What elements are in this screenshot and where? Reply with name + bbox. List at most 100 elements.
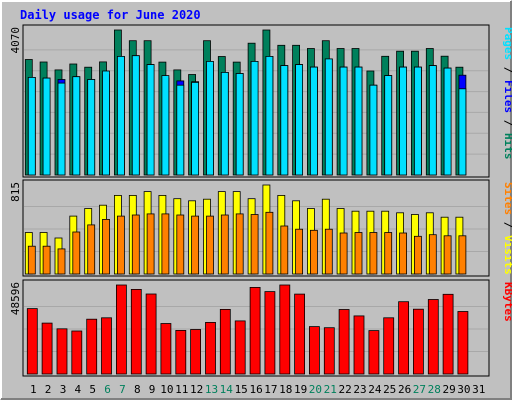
y-max-label: 4070 <box>9 27 22 54</box>
bar-kbytes-day-4 <box>71 330 83 375</box>
bar-sites-day-15 <box>235 213 244 275</box>
side-legend-label: Pages / Files / Hits <box>502 27 512 160</box>
day-label-30: 30 <box>457 383 470 396</box>
bar-kbytes-day-3 <box>56 328 68 375</box>
bar-pages-day-1 <box>27 77 36 176</box>
day-label-18: 18 <box>279 383 292 396</box>
day-label-26: 26 <box>398 383 411 396</box>
side-legend-label: KBytes <box>502 282 512 322</box>
bar-pages-day-23 <box>354 66 363 176</box>
bar-pages-day-26 <box>399 66 408 176</box>
bar-kbytes-day-10 <box>160 323 172 375</box>
day-label-27: 27 <box>413 383 426 396</box>
day-label-10: 10 <box>160 383 173 396</box>
bar-kbytes-day-1 <box>26 308 38 375</box>
bar-kbytes-day-7 <box>116 284 127 375</box>
panel-kbytes: 48596 KBytes <box>9 279 512 377</box>
day-label-4: 4 <box>74 383 81 396</box>
bar-sites-day-2 <box>42 245 51 275</box>
bar-pages-day-2 <box>42 77 51 176</box>
day-label-19: 19 <box>294 383 307 396</box>
bar-pages-day-30 <box>458 88 467 176</box>
bar-sites-day-17 <box>265 211 274 275</box>
day-label-2: 2 <box>45 383 52 396</box>
bar-sites-day-4 <box>72 231 81 275</box>
day-label-13: 13 <box>205 383 218 396</box>
day-label-31: 31 <box>472 383 485 396</box>
bar-kbytes-day-28 <box>427 299 439 375</box>
bar-sites-day-21 <box>324 228 333 275</box>
bar-kbytes-day-18 <box>279 284 291 375</box>
bar-pages-day-15 <box>235 73 244 176</box>
bar-kbytes-day-2 <box>41 322 53 375</box>
day-label-16: 16 <box>249 383 262 396</box>
day-label-15: 15 <box>235 383 248 396</box>
bar-sites-day-14 <box>220 214 229 275</box>
bar-sites-day-29 <box>443 235 452 275</box>
bar-sites-day-22 <box>339 232 348 275</box>
day-label-5: 5 <box>89 383 96 396</box>
day-label-22: 22 <box>338 383 351 396</box>
bar-kbytes-day-15 <box>234 320 246 375</box>
bar-kbytes-day-25 <box>383 317 395 375</box>
bar-pages-day-4 <box>72 76 81 176</box>
day-label-9: 9 <box>149 383 156 396</box>
bar-pages-day-17 <box>265 56 274 176</box>
bar-sites-day-23 <box>354 232 363 275</box>
day-label-8: 8 <box>134 383 141 396</box>
bar-pages-day-3 <box>57 82 66 176</box>
bar-kbytes-day-5 <box>86 318 98 375</box>
bar-pages-day-6 <box>102 70 110 176</box>
bar-pages-day-28 <box>428 65 437 176</box>
bar-kbytes-day-8 <box>130 288 142 375</box>
bar-kbytes-day-29 <box>442 293 454 375</box>
bar-pages-day-14 <box>220 72 229 176</box>
day-label-11: 11 <box>175 383 188 396</box>
bar-pages-day-27 <box>413 66 422 176</box>
bar-kbytes-day-6 <box>101 317 112 375</box>
bar-kbytes-day-24 <box>368 330 380 375</box>
chart-panels: 4070 Pages / Files / Hits 815 Sites / Visit… <box>9 24 512 377</box>
bar-pages-day-13 <box>206 61 214 176</box>
bar-pages-day-8 <box>131 55 140 176</box>
bar-pages-day-21 <box>324 58 333 176</box>
bar-sites-day-11 <box>176 214 185 275</box>
bar-kbytes-day-14 <box>219 308 231 375</box>
bar-sites-day-5 <box>87 224 96 275</box>
bar-sites-day-13 <box>206 215 214 275</box>
bar-pages-day-24 <box>369 84 378 176</box>
bar-sites-day-16 <box>250 214 259 275</box>
bar-pages-day-5 <box>87 79 96 176</box>
bar-sites-day-25 <box>384 232 393 275</box>
bar-pages-day-19 <box>295 64 304 176</box>
bar-sites-day-10 <box>161 213 170 275</box>
bar-kbytes-day-22 <box>338 309 350 375</box>
day-label-23: 23 <box>353 383 366 396</box>
bar-kbytes-day-23 <box>353 315 365 375</box>
bar-pages-day-7 <box>117 56 125 176</box>
x-axis-day-labels: 1 2 3 4 5 6 7 8 9 10 11 12 13 14 15 16 17 18 19 20 21 22 23 24 2… <box>30 383 485 396</box>
day-label-1: 1 <box>30 383 37 396</box>
bar-sites-day-27 <box>413 235 422 275</box>
bar-sites-day-9 <box>146 213 155 275</box>
bar-kbytes-day-17 <box>264 291 276 375</box>
bar-kbytes-day-11 <box>175 329 187 375</box>
bar-sites-day-12 <box>191 215 200 275</box>
panel-hits-files-pages: 4070 Pages / Files / Hits <box>9 24 512 178</box>
day-label-28: 28 <box>428 383 441 396</box>
bar-kbytes-day-9 <box>145 293 157 375</box>
bar-sites-day-8 <box>131 214 140 275</box>
bar-kbytes-day-12 <box>190 329 202 375</box>
series-pages <box>27 55 467 176</box>
bar-kbytes-day-13 <box>205 321 216 375</box>
bar-sites-day-26 <box>399 232 408 275</box>
day-label-7: 7 <box>119 383 126 396</box>
bar-pages-day-11 <box>176 84 185 176</box>
bar-sites-day-3 <box>57 248 66 275</box>
bar-sites-day-7 <box>117 215 125 275</box>
day-label-29: 29 <box>442 383 455 396</box>
